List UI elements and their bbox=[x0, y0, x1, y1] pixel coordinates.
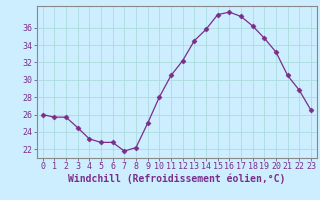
X-axis label: Windchill (Refroidissement éolien,°C): Windchill (Refroidissement éolien,°C) bbox=[68, 174, 285, 184]
